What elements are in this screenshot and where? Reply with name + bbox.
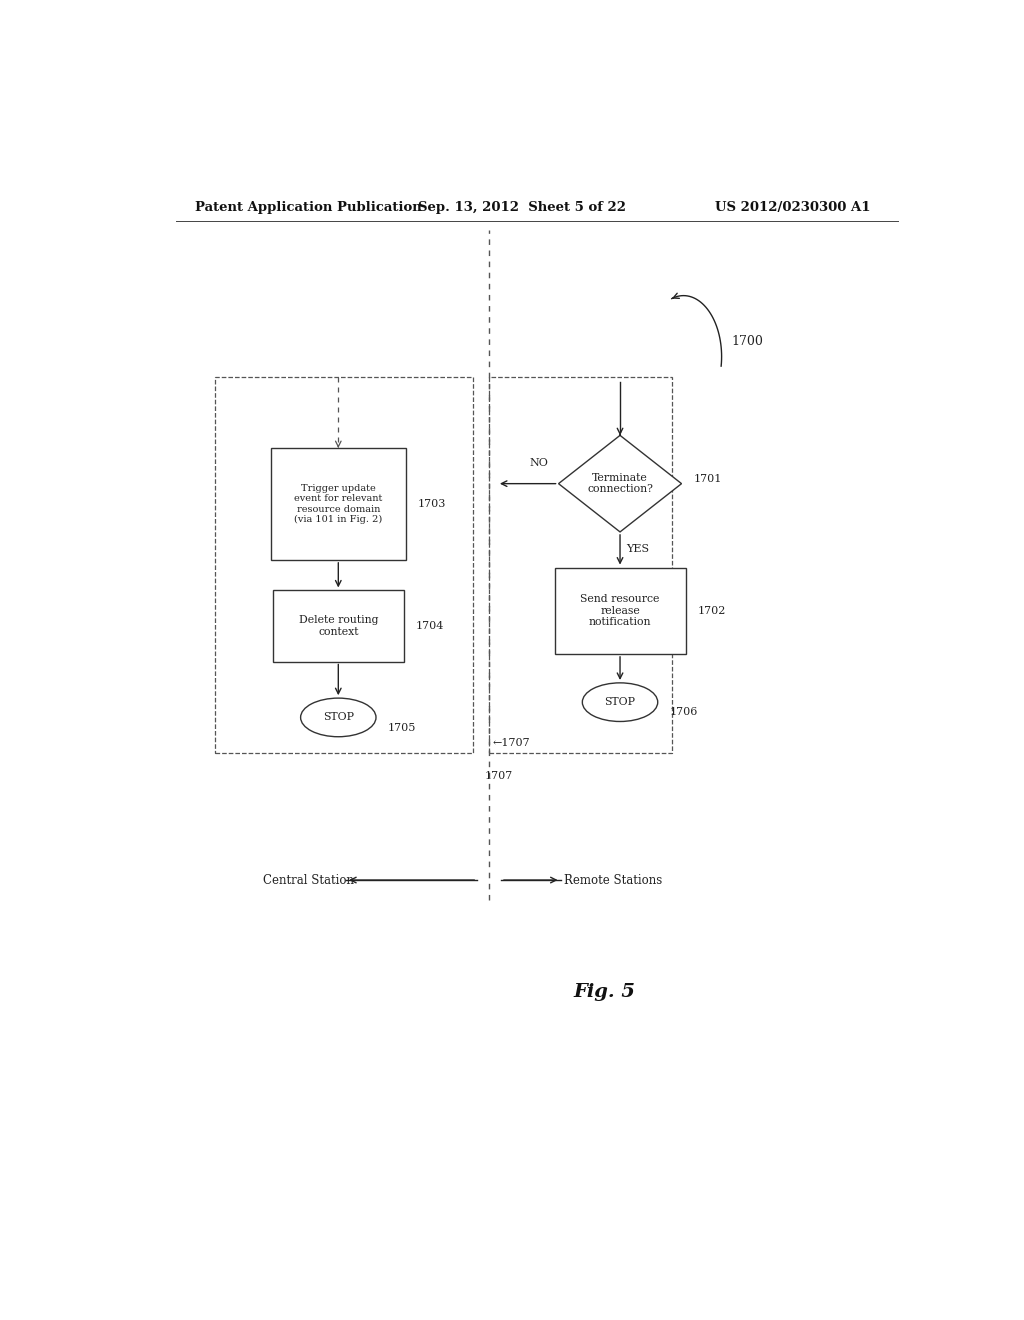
Bar	[270, 447, 406, 560]
Text: Fig. 5: Fig. 5	[573, 983, 635, 1001]
Text: 1706: 1706	[670, 708, 698, 717]
Text: 1707: 1707	[485, 771, 513, 781]
Text: 1704: 1704	[416, 620, 444, 631]
Text: Remote Stations: Remote Stations	[564, 874, 663, 887]
Text: US 2012/0230300 A1: US 2012/0230300 A1	[715, 201, 870, 214]
Bar	[555, 568, 685, 653]
Text: Trigger update
event for relevant
resource domain
(via 101 in Fig. 2): Trigger update event for relevant resour…	[294, 484, 383, 524]
Text: Sep. 13, 2012  Sheet 5 of 22: Sep. 13, 2012 Sheet 5 of 22	[418, 201, 626, 214]
Ellipse shape	[583, 682, 657, 722]
Bar	[215, 378, 473, 752]
Text: 1700: 1700	[731, 335, 763, 348]
Bar	[272, 590, 403, 661]
Text: STOP: STOP	[604, 697, 636, 708]
Text: STOP: STOP	[323, 713, 354, 722]
Text: Central Station: Central Station	[263, 874, 354, 887]
Text: 1703: 1703	[418, 499, 446, 510]
Polygon shape	[558, 436, 682, 532]
Text: Send resource
release
notification: Send resource release notification	[581, 594, 659, 627]
Text: Patent Application Publication: Patent Application Publication	[196, 201, 422, 214]
Text: YES: YES	[627, 544, 649, 554]
Text: 1702: 1702	[697, 606, 726, 615]
Text: Delete routing
context: Delete routing context	[299, 615, 378, 636]
Ellipse shape	[301, 698, 376, 737]
Text: 1705: 1705	[388, 722, 417, 733]
Text: NO: NO	[529, 458, 548, 469]
Bar	[489, 378, 672, 752]
Text: Terminate
connection?: Terminate connection?	[587, 473, 653, 495]
Text: ←1707: ←1707	[494, 738, 530, 748]
Text: 1701: 1701	[693, 474, 722, 483]
